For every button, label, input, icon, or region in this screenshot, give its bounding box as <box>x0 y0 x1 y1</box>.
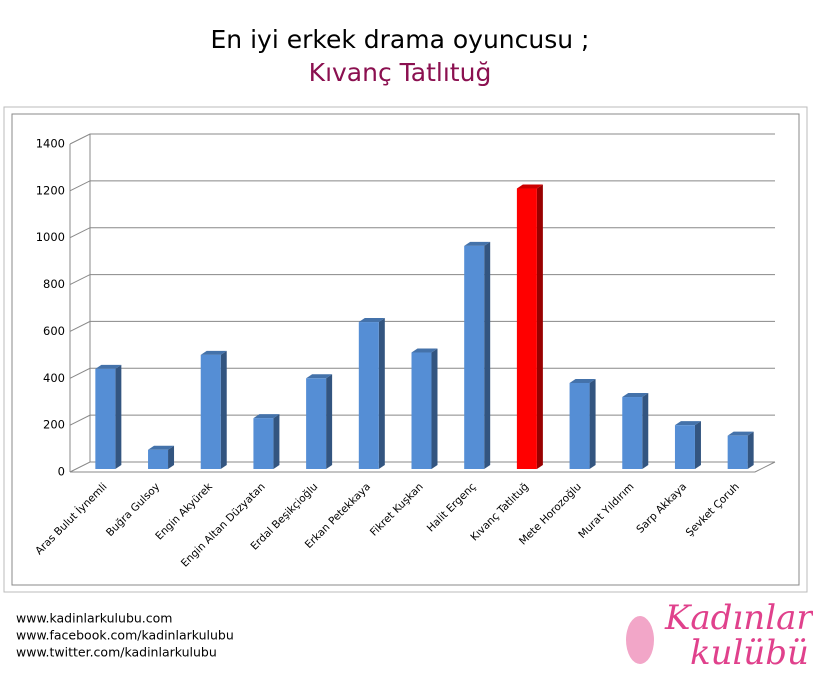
bar-side <box>326 374 333 469</box>
bar-top <box>674 421 701 426</box>
grid-line <box>69 180 775 192</box>
y-tick-label: 0 <box>58 465 65 479</box>
y-tick-label: 800 <box>43 277 65 291</box>
bar <box>622 397 643 469</box>
bar-top <box>516 184 543 189</box>
bar-side <box>642 393 649 469</box>
chart-title: En iyi erkek drama oyuncusu ; <box>211 25 590 54</box>
bar-side <box>589 378 596 469</box>
bar-side <box>747 431 754 469</box>
x-tick-label: Şevket Çoruh <box>684 481 742 539</box>
bar-top <box>358 318 385 323</box>
logo-icon <box>626 616 654 664</box>
bar-side <box>431 348 438 469</box>
bar <box>727 435 748 469</box>
bar-top <box>464 241 491 246</box>
chart-outer-frame <box>3 106 808 593</box>
bar-top <box>411 348 438 353</box>
x-tick-label: Aras Bulut İynemli <box>32 480 109 557</box>
x-tick-label: Halit Ergenç <box>425 481 479 535</box>
footer-link: www.kadinlarkulubu.com <box>16 611 172 626</box>
bar-top <box>727 431 754 436</box>
bar <box>200 354 221 469</box>
bar-side <box>220 350 227 469</box>
bar <box>358 322 379 469</box>
y-tick-label: 1400 <box>36 137 65 151</box>
bar <box>148 449 169 469</box>
x-tick-label: Murat Yıldırım <box>576 481 636 541</box>
bar-side <box>115 364 122 469</box>
logo-text: Kadınlar <box>664 598 813 638</box>
bar <box>95 368 116 469</box>
x-tick-label: Buğra Gulsoy <box>104 481 162 539</box>
grid-line <box>69 274 775 286</box>
bar <box>569 382 590 469</box>
footer-link: www.facebook.com/kadinlarkulubu <box>16 628 234 643</box>
bar <box>411 352 432 469</box>
bar-top <box>95 364 122 369</box>
bar-side <box>168 445 175 469</box>
bar <box>464 245 485 469</box>
y-tick-label: 400 <box>43 371 65 385</box>
bar-side <box>484 241 491 469</box>
y-tick-label: 1000 <box>36 230 65 244</box>
chart-frame <box>11 113 800 586</box>
bar-top <box>253 414 280 419</box>
bar-top <box>569 378 596 383</box>
bar-side <box>694 421 701 469</box>
grid-line <box>69 320 775 332</box>
grid-line <box>69 227 775 239</box>
grid-line <box>69 367 775 379</box>
bar-top <box>148 445 175 450</box>
y-tick-label: 1200 <box>36 183 65 197</box>
bar <box>674 425 695 469</box>
y-tick-label: 600 <box>43 324 65 338</box>
grid-line <box>69 414 775 426</box>
grid-line <box>69 461 775 473</box>
bar-top <box>622 393 649 398</box>
grid-line <box>69 133 775 145</box>
bar-side <box>378 318 385 469</box>
bar-top <box>200 350 227 355</box>
logo-text: kulübü <box>690 633 809 673</box>
footer-link: www.twitter.com/kadinlarkulubu <box>16 645 217 660</box>
x-tick-label: Fikret Kuşkan <box>368 481 426 539</box>
bar-side <box>273 414 280 469</box>
bar-top <box>306 374 333 379</box>
bar <box>516 188 537 469</box>
floor-edge <box>70 461 776 473</box>
bar-side <box>536 184 543 469</box>
bar <box>253 418 274 469</box>
x-tick-label: Sarp Akkaya <box>634 481 689 536</box>
bar <box>306 378 327 469</box>
y-tick-label: 200 <box>43 418 65 432</box>
chart-subtitle: Kıvanç Tatlıtuğ <box>309 58 492 87</box>
